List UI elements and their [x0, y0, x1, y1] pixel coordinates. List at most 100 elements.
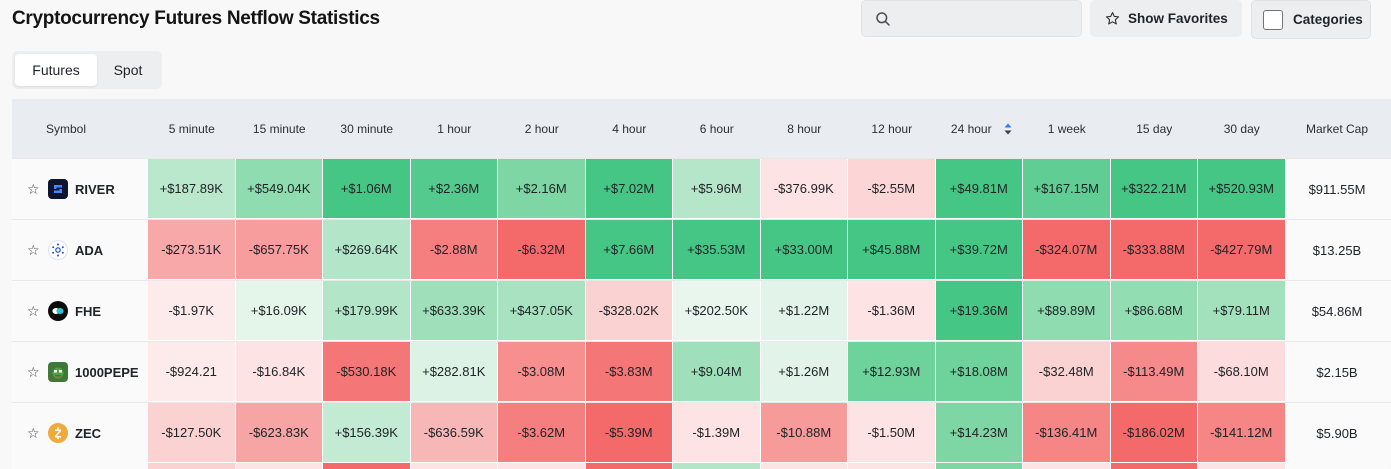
column-header-2-hour[interactable]: 2 hour [524, 121, 559, 136]
column-header-24-hour[interactable]: 24 hour [936, 99, 1024, 158]
symbol-name: ZEC [75, 425, 101, 441]
categories-checkbox[interactable] [1263, 9, 1283, 30]
netflow-cell: -$328.02K [585, 281, 673, 341]
favorite-star-icon[interactable]: ☆ [27, 424, 40, 441]
table-row[interactable]: ☆ FHE -$1.97K +$16.09K +$179.99K +$633.39K +… [12, 280, 1391, 341]
partial-cell [498, 463, 586, 469]
column-header-15-minute[interactable]: 15 minute [252, 121, 306, 136]
netflow-cell: +$2.16M [498, 159, 586, 219]
show-favorites-button[interactable]: Show Favorites [1090, 0, 1242, 37]
partial-cell [12, 463, 148, 469]
netflow-cell: -$1.36M [848, 281, 936, 341]
favorite-star-icon[interactable]: ☆ [27, 180, 40, 197]
column-header-symbol[interactable]: Symbol [46, 121, 87, 136]
netflow-cell: -$141.12M [1198, 403, 1286, 463]
netflow-cell: -$136.41M [1023, 403, 1111, 463]
sort-arrows-icon [1004, 123, 1012, 134]
search-box[interactable] [861, 0, 1082, 37]
fhe-logo-icon [48, 301, 68, 321]
netflow-cell: +$33.00M [760, 220, 848, 280]
column-header-8-hour[interactable]: 8 hour [787, 121, 822, 136]
favorite-star-icon[interactable]: ☆ [27, 302, 40, 319]
netflow-cell: -$636.59K [410, 403, 498, 463]
netflow-cell: +$156.39K [323, 403, 411, 463]
netflow-cell: +$1.26M [760, 342, 848, 402]
column-header-4-hour[interactable]: 4 hour [612, 121, 647, 136]
market-cap-cell: $2.15B [1316, 364, 1358, 380]
table-row[interactable]: ☆ 1000PEPE -$924.21 -$16.84K -$530.18K +$28… [12, 341, 1391, 402]
show-favorites-label: Show Favorites [1128, 11, 1228, 26]
netflow-cell: -$1.50M [848, 403, 936, 463]
partial-table-row [12, 463, 1391, 469]
netflow-cell: -$273.51K [148, 220, 236, 280]
netflow-table: Symbol 5 minute 15 minute 30 minute 1 ho… [12, 99, 1391, 469]
netflow-cell: -$3.62M [498, 403, 586, 463]
favorite-star-icon[interactable]: ☆ [27, 241, 40, 258]
table-row[interactable]: ☆ ADA -$273.51K -$657.75K +$269.64K -$2.88M… [12, 219, 1391, 280]
table-header-row: Symbol 5 minute 15 minute 30 minute 1 ho… [12, 99, 1391, 158]
netflow-cell: +$9.04M [673, 342, 761, 402]
categories-button[interactable]: Categories [1251, 0, 1371, 39]
column-header-6-hour[interactable]: 6 hour [699, 121, 734, 136]
partial-cell [323, 463, 411, 469]
page-title: Cryptocurrency Futures Netflow Statistic… [12, 8, 380, 29]
partial-cell [760, 463, 848, 469]
netflow-cell: -$127.50K [148, 403, 236, 463]
netflow-cell: +$35.53M [673, 220, 761, 280]
symbol-name: 1000PEPE [75, 364, 139, 380]
column-header-market-cap[interactable]: Market Cap [1305, 121, 1369, 136]
netflow-cell: -$1.97K [148, 281, 236, 341]
netflow-cell: -$3.08M [498, 342, 586, 402]
netflow-cell: +$1.06M [323, 159, 411, 219]
symbol-cell: ☆ ZEC [12, 403, 148, 463]
column-header-1-hour[interactable]: 1 hour [437, 121, 472, 136]
favorite-star-icon[interactable]: ☆ [27, 363, 40, 380]
netflow-cell: -$10.88M [760, 403, 848, 463]
netflow-cell: -$113.49M [1110, 342, 1198, 402]
market-cap-cell: $54.86M [1311, 303, 1363, 319]
pepe-logo-icon [48, 362, 68, 382]
table-row[interactable]: ☆ RIVER +$187.89K +$549.04K +$1.06M +$2.36M… [12, 158, 1391, 219]
netflow-cell: +$202.50K [673, 281, 761, 341]
netflow-cell: +$269.64K [323, 220, 411, 280]
netflow-cell: +$49.81M [935, 159, 1023, 219]
column-header-24-hour-label: 24 hour [950, 121, 992, 136]
column-header-12-hour[interactable]: 12 hour [871, 121, 913, 136]
market-cap-cell: $911.55M [1308, 181, 1366, 197]
star-outline-icon [1105, 12, 1120, 25]
zcash-logo-icon [48, 423, 68, 443]
column-header-15-day[interactable]: 15 day [1136, 121, 1173, 136]
netflow-cell: +$437.05K [498, 281, 586, 341]
partial-cell [1198, 463, 1286, 469]
partial-cell [1285, 463, 1389, 469]
column-header-30-day[interactable]: 30 day [1223, 121, 1260, 136]
market-type-tabs: Futures Spot [12, 51, 162, 89]
column-header-5-minute[interactable]: 5 minute [168, 121, 215, 136]
tab-futures[interactable]: Futures [15, 54, 97, 86]
table-row[interactable]: ☆ ZEC -$127.50K -$623.83K +$156.39K -$636.5… [12, 402, 1391, 463]
netflow-cell: +$282.81K [410, 342, 498, 402]
netflow-cell: -$16.84K [235, 342, 323, 402]
symbol-cell: ☆ 1000PEPE [12, 342, 148, 402]
tab-spot[interactable]: Spot [113, 62, 143, 78]
symbol-name: ADA [75, 242, 104, 258]
netflow-cell: +$19.36M [935, 281, 1023, 341]
netflow-cell: -$32.48M [1023, 342, 1111, 402]
netflow-cell: +$45.88M [848, 220, 936, 280]
netflow-cell: -$2.55M [848, 159, 936, 219]
netflow-cell: +$39.72M [935, 220, 1023, 280]
column-header-30-minute[interactable]: 30 minute [340, 121, 394, 136]
netflow-cell: +$2.36M [410, 159, 498, 219]
column-header-1-week[interactable]: 1 week [1047, 121, 1086, 136]
netflow-cell: +$16.09K [235, 281, 323, 341]
symbol-cell: ☆ RIVER [12, 159, 148, 219]
netflow-cell: -$657.75K [235, 220, 323, 280]
partial-cell [410, 463, 498, 469]
symbol-cell: ☆ ADA [12, 220, 148, 280]
search-input[interactable] [898, 9, 1074, 29]
netflow-cell: -$376.99K [760, 159, 848, 219]
netflow-cell: +$89.89M [1023, 281, 1111, 341]
netflow-cell: -$924.21 [148, 342, 236, 402]
cardano-logo-icon [48, 240, 68, 260]
netflow-cell: +$549.04K [235, 159, 323, 219]
